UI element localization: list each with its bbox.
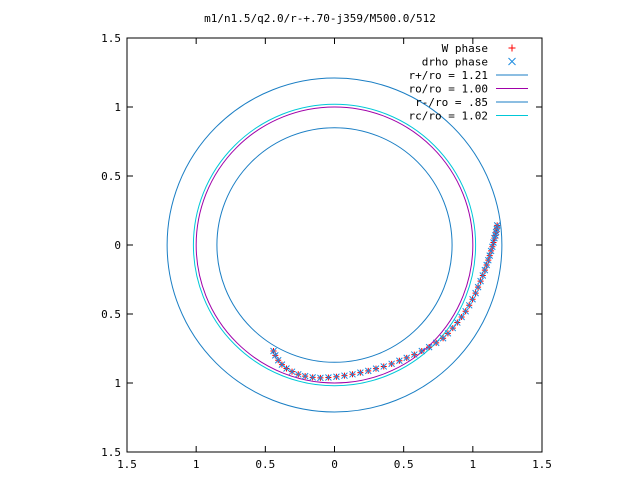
legend-label-4: r-/ro = .85 — [415, 96, 488, 109]
drho-phase-point — [469, 295, 476, 303]
drho-phase-point — [364, 367, 372, 375]
drho-phase-point — [425, 343, 433, 351]
y-tick-label: 0 — [114, 239, 121, 252]
circles-layer — [166, 77, 503, 413]
drho-phase-point — [270, 347, 277, 355]
legend-label-0: W phase — [442, 42, 488, 55]
points-layer — [270, 222, 501, 382]
drho-phase-point — [488, 243, 496, 251]
drho-phase-point — [418, 347, 426, 355]
drho-phase-point — [341, 372, 348, 380]
drho-phase-point — [372, 365, 380, 373]
circle-4 — [216, 127, 453, 363]
drho-phase-point — [357, 369, 364, 377]
circle-2 — [166, 77, 503, 413]
drho-phase-point — [477, 277, 484, 285]
x-tick-label: 1 — [193, 458, 200, 471]
legend-label-2: r+/ro = 1.21 — [409, 69, 488, 82]
drho-phase-point — [333, 373, 340, 381]
drho-phase-point — [439, 334, 447, 342]
drho-phase-point — [349, 370, 356, 378]
chart-title: m1/n1.5/q2.0/r-+.70-j359/M500.0/512 — [204, 12, 436, 25]
drho-phase-point — [465, 301, 473, 309]
y-tick-label: 0.5 — [101, 308, 121, 321]
drho-phase-point — [317, 374, 324, 382]
drho-phase-point — [380, 363, 388, 370]
y-tick-label: 0.5 — [101, 170, 121, 183]
legend-marker-0 — [508, 44, 516, 52]
y-tick-label: 1 — [114, 377, 121, 390]
x-tick-label: 0.5 — [255, 458, 275, 471]
drho-phase-point — [479, 272, 487, 279]
x-tick-label: 0 — [331, 458, 338, 471]
drho-phase-point — [484, 256, 492, 264]
y-tick-label: 1.5 — [101, 446, 121, 459]
drho-phase-point — [453, 319, 461, 326]
drho-phase-point — [410, 351, 418, 358]
drho-phase-point — [309, 373, 316, 381]
drho-phase-point — [271, 352, 279, 359]
x-tick-label: 1.5 — [117, 458, 137, 471]
drho-phase-point — [288, 368, 296, 376]
drho-phase-point — [472, 289, 479, 297]
drho-phase-point — [449, 324, 457, 332]
drho-phase-point — [294, 370, 302, 378]
drho-phase-point — [458, 313, 465, 321]
drho-phase-point — [432, 339, 440, 347]
drho-phase-point — [274, 356, 282, 364]
y-tick-label: 1.5 — [101, 32, 121, 45]
x-tick-label: 1 — [470, 458, 477, 471]
y-tick-label: 1 — [114, 101, 121, 114]
drho-phase-point — [388, 360, 395, 368]
drho-phase-point — [462, 307, 469, 315]
drho-phase-point — [301, 372, 309, 380]
circle-5 — [192, 103, 477, 387]
drho-phase-point — [325, 374, 332, 381]
legend-label-5: rc/ro = 1.02 — [409, 110, 488, 123]
x-tick-label: 0.5 — [394, 458, 414, 471]
x-tick-label: 1.5 — [532, 458, 552, 471]
drho-phase-point — [487, 247, 495, 255]
ticks-layer: 1.5 1 0.5 0 0.5 1 1.51.510.500.511.5 — [101, 32, 552, 471]
legend-label-1: drho phase — [422, 56, 488, 69]
drho-phase-point — [483, 261, 491, 269]
legend-marker-1 — [508, 57, 516, 66]
drho-phase-point — [490, 239, 497, 246]
drho-phase-point — [481, 266, 489, 274]
circle-3 — [195, 106, 474, 384]
drho-phase-point — [403, 354, 411, 362]
drho-phase-point — [396, 357, 403, 365]
drho-phase-point — [474, 283, 482, 291]
legend-label-3: ro/ro = 1.00 — [409, 83, 488, 96]
drho-phase-point — [486, 252, 494, 259]
